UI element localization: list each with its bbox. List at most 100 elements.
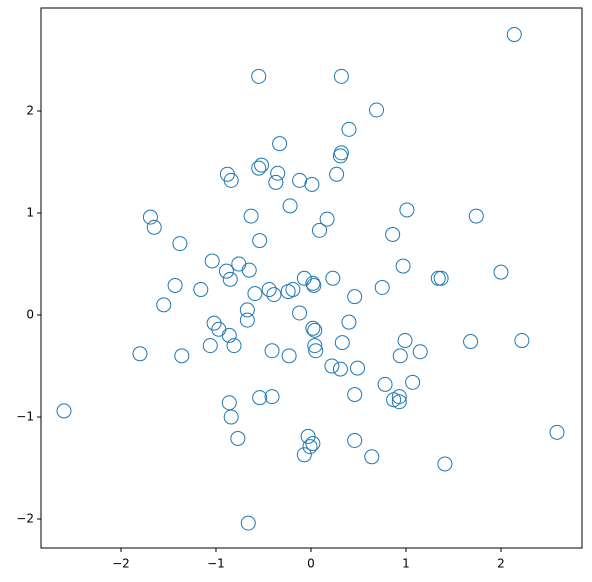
x-tick-label: 1 bbox=[402, 557, 410, 571]
point bbox=[347, 387, 363, 403]
point bbox=[304, 176, 320, 192]
point bbox=[266, 287, 282, 303]
point bbox=[430, 270, 446, 286]
point bbox=[268, 174, 284, 190]
point bbox=[391, 389, 407, 405]
point bbox=[405, 374, 421, 390]
point bbox=[296, 270, 312, 286]
point bbox=[493, 264, 509, 280]
point bbox=[437, 456, 453, 472]
point bbox=[167, 277, 183, 293]
point bbox=[324, 358, 340, 374]
point bbox=[193, 282, 209, 298]
point bbox=[174, 348, 190, 364]
point bbox=[202, 338, 218, 354]
point bbox=[369, 102, 385, 118]
point bbox=[142, 209, 158, 225]
point bbox=[395, 258, 411, 274]
point bbox=[272, 136, 288, 152]
point bbox=[399, 202, 415, 218]
point bbox=[281, 348, 297, 364]
point bbox=[341, 314, 357, 330]
point bbox=[347, 289, 363, 305]
point bbox=[221, 327, 237, 343]
point bbox=[392, 348, 408, 364]
point bbox=[350, 360, 366, 376]
point bbox=[56, 403, 72, 419]
point bbox=[252, 233, 268, 249]
point bbox=[146, 219, 162, 235]
point bbox=[270, 165, 286, 181]
point bbox=[251, 160, 267, 176]
point bbox=[240, 515, 256, 531]
point bbox=[254, 157, 270, 173]
point bbox=[261, 282, 277, 298]
point bbox=[397, 333, 413, 349]
x-tick-label: 2 bbox=[497, 557, 505, 571]
point bbox=[307, 322, 323, 338]
point bbox=[308, 343, 324, 359]
point bbox=[132, 346, 148, 362]
point bbox=[172, 236, 188, 252]
point bbox=[347, 432, 363, 448]
point bbox=[231, 256, 247, 272]
point bbox=[306, 277, 322, 293]
point bbox=[305, 436, 321, 452]
point bbox=[252, 390, 268, 406]
point bbox=[223, 172, 239, 188]
x-tick-label: −1 bbox=[207, 557, 225, 571]
point bbox=[333, 68, 349, 84]
point bbox=[463, 334, 479, 350]
point bbox=[239, 312, 255, 328]
y-tick-label: 1 bbox=[26, 206, 34, 220]
point bbox=[412, 344, 428, 360]
point bbox=[364, 449, 380, 465]
point bbox=[156, 297, 172, 313]
point bbox=[307, 338, 323, 354]
point bbox=[329, 166, 345, 182]
point bbox=[549, 424, 565, 440]
point bbox=[247, 286, 263, 302]
point bbox=[305, 275, 321, 291]
y-tick-label: −1 bbox=[16, 410, 34, 424]
point bbox=[312, 222, 328, 238]
point bbox=[325, 270, 341, 286]
point bbox=[241, 262, 257, 278]
point bbox=[433, 270, 449, 286]
point bbox=[211, 321, 227, 337]
point bbox=[514, 333, 530, 349]
point bbox=[221, 395, 237, 411]
point bbox=[391, 394, 407, 410]
point bbox=[377, 376, 393, 392]
point bbox=[230, 430, 246, 446]
point bbox=[385, 226, 401, 242]
point bbox=[251, 68, 267, 84]
point bbox=[305, 320, 321, 336]
point bbox=[302, 439, 318, 455]
point bbox=[374, 279, 390, 295]
point bbox=[332, 361, 348, 377]
point bbox=[332, 148, 348, 164]
plot-frame bbox=[40, 7, 583, 549]
point bbox=[319, 211, 335, 227]
point bbox=[506, 27, 522, 43]
point bbox=[468, 208, 484, 224]
point bbox=[341, 121, 357, 137]
point bbox=[239, 302, 255, 318]
y-tick-label: 2 bbox=[26, 104, 34, 118]
point bbox=[292, 305, 308, 321]
x-tick-label: 0 bbox=[307, 557, 315, 571]
point bbox=[264, 343, 280, 359]
point bbox=[243, 208, 259, 224]
y-tick-label: −2 bbox=[16, 512, 34, 526]
point bbox=[285, 282, 301, 298]
point bbox=[204, 253, 220, 269]
point bbox=[334, 335, 350, 351]
point bbox=[264, 389, 280, 405]
point bbox=[206, 315, 222, 331]
point bbox=[218, 263, 234, 279]
point bbox=[296, 447, 312, 463]
x-tick-label: −2 bbox=[112, 557, 130, 571]
point bbox=[226, 338, 242, 354]
